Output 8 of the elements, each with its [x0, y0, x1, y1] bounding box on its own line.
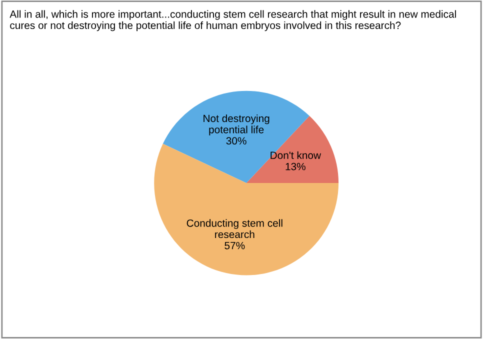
pie-slice: [154, 144, 339, 276]
slice-label: Don't know: [270, 151, 322, 160]
slice-label: Conducting stem cell research: [186, 219, 282, 238]
data-label: 30%: [226, 137, 246, 145]
data-label: 13%: [286, 162, 306, 170]
chart-title: All in all, which is more important...conducting stem cell research that might result in new medical cures or not destroying the potential life of human embryos involved in this research?: [10, 10, 456, 32]
slice-label: Not destroying potential life: [204, 114, 270, 136]
data-label: 57%: [224, 242, 245, 250]
